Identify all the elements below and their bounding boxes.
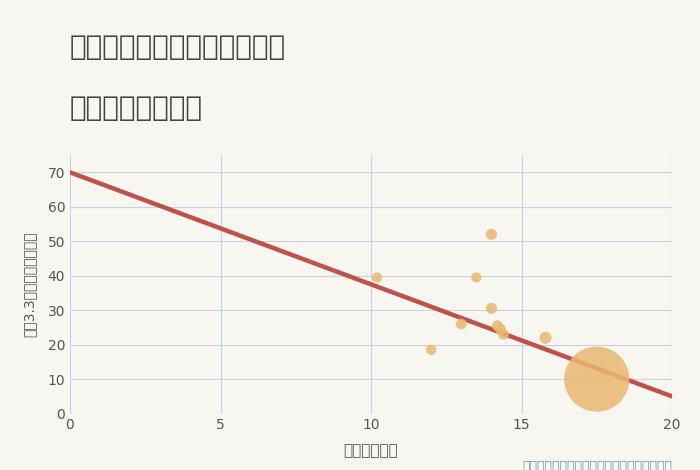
Y-axis label: 坪（3.3㎡）単価（万円）: 坪（3.3㎡）単価（万円）: [22, 232, 36, 337]
Text: 奈良県奈良市学園朝日元町の: 奈良県奈良市学園朝日元町の: [70, 33, 286, 61]
Point: [456, 320, 467, 328]
Point: [426, 346, 437, 353]
Point: [540, 334, 551, 342]
Text: 駅距離別土地価格: 駅距離別土地価格: [70, 94, 203, 122]
Point: [486, 305, 497, 312]
Point: [498, 330, 509, 338]
X-axis label: 駅距離（分）: 駅距離（分）: [344, 444, 398, 459]
Point: [470, 274, 482, 281]
Point: [495, 325, 506, 333]
Point: [372, 274, 383, 281]
Text: 円の大きさは、取引のあった物件面積を示す: 円の大きさは、取引のあった物件面積を示す: [522, 460, 672, 470]
Point: [492, 322, 503, 329]
Point: [591, 376, 602, 383]
Point: [486, 231, 497, 238]
